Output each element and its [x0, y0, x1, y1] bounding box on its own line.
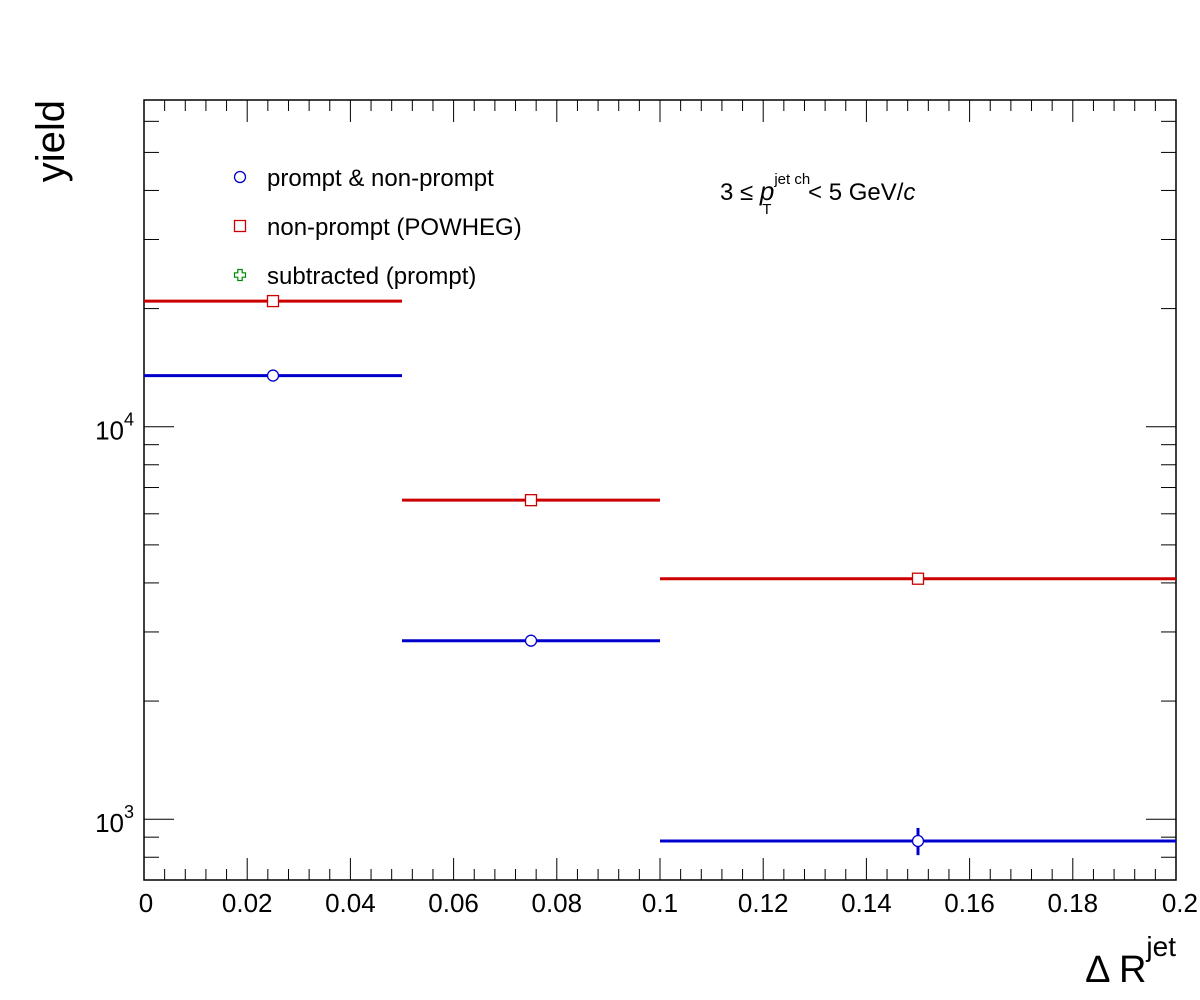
annotation-sup: jet ch	[773, 171, 810, 188]
y-tick-base: 10	[95, 808, 124, 838]
annotation-var: p	[759, 176, 774, 206]
y-tick-label: 104	[95, 410, 134, 446]
data-point	[266, 369, 280, 382]
x-tick-labels: 0 0.02 0.04 0.06 0.08 0.1 0.12 0.14 0.16 0.18 0.2	[139, 888, 1198, 918]
x-tick-label: 0	[139, 888, 153, 918]
data-point	[524, 634, 538, 647]
x-tick-label: 0.08	[531, 888, 582, 918]
y-tick-label: 103	[95, 802, 134, 838]
legend-label: non-prompt (POWHEG)	[267, 214, 522, 241]
legend-label: subtracted (prompt)	[267, 263, 476, 290]
data-series	[144, 294, 1176, 856]
kinematic-annotation: 3 ≤ pjet ch T < 5 GeV/c	[720, 171, 915, 218]
x-tick-label: 0.02	[222, 888, 273, 918]
axis-ticks	[143, 100, 1177, 881]
data-point	[911, 572, 925, 585]
legend: prompt & non-prompt non-prompt (POWHEG) su…	[233, 165, 522, 290]
x-tick-label: 0.1	[642, 888, 678, 918]
x-tick-label: 0.04	[325, 888, 376, 918]
y-tick-exponent: 4	[124, 410, 134, 430]
x-tick-label: 0.2	[1162, 888, 1198, 918]
legend-marker	[233, 219, 247, 233]
x-axis-title: Δ Rjet	[1085, 931, 1176, 991]
y-axis-title: yield	[29, 100, 73, 182]
data-point	[524, 494, 538, 507]
x-tick-label: 0.18	[1047, 888, 1098, 918]
y-tick-exponent: 3	[124, 802, 134, 822]
y-tick-base: 10	[95, 416, 124, 446]
series-open-square	[144, 294, 1176, 585]
annotation-sub: T	[762, 201, 771, 218]
x-tick-label: 0.14	[841, 888, 892, 918]
legend-marker	[233, 170, 247, 184]
annotation-prefix: 3 ≤	[720, 179, 760, 206]
x-tick-label: 0.12	[738, 888, 789, 918]
legend-marker	[233, 268, 247, 282]
annotation-unit: c	[903, 179, 915, 206]
annotation-suffix: < 5 GeV/	[801, 179, 903, 206]
data-point	[266, 294, 280, 308]
data-point	[911, 834, 925, 848]
x-tick-label: 0.16	[944, 888, 995, 918]
x-tick-label: 0.06	[428, 888, 479, 918]
legend-label: prompt & non-prompt	[267, 165, 494, 192]
series-open-circle	[144, 369, 1176, 856]
x-axis-title-sup: jet	[1145, 931, 1176, 962]
x-axis-title-main: Δ R	[1085, 949, 1146, 991]
